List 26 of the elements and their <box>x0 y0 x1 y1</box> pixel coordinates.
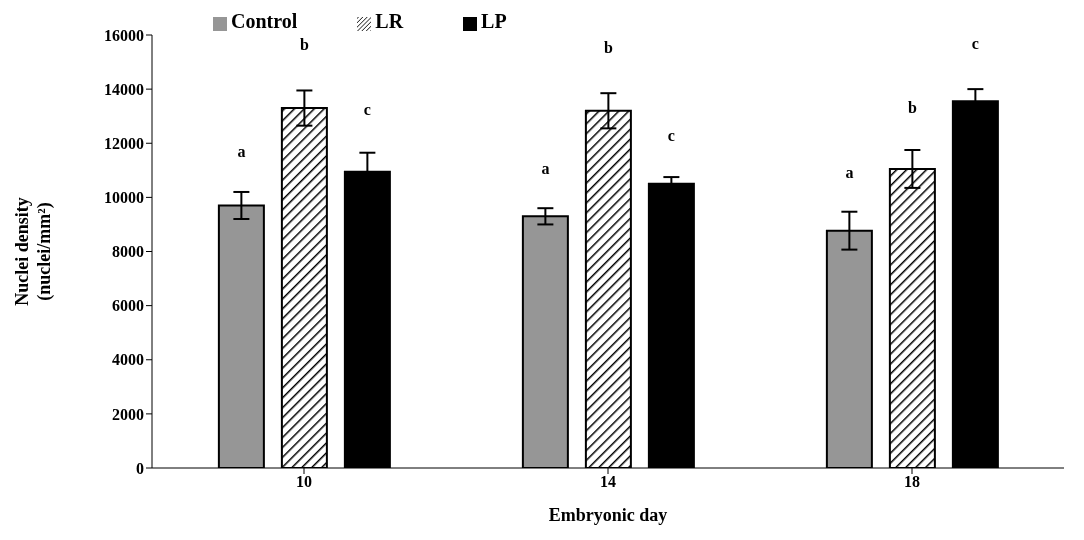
annotation: b <box>907 98 917 116</box>
annotation: b <box>603 38 613 56</box>
y-tick-label: 10000 <box>104 189 144 207</box>
x-tick-label: 14 <box>600 473 616 491</box>
x-tick-label: 18 <box>904 473 920 491</box>
y-tick-label: 12000 <box>104 134 144 152</box>
y-tick-label: 6000 <box>112 297 144 315</box>
y-tick-label: 0 <box>136 459 144 477</box>
y-tick-label: 4000 <box>112 351 144 369</box>
annotation: c <box>667 127 675 145</box>
y-tick-label: 8000 <box>112 243 144 261</box>
y-axis-title: Nuclei density (nuclei/mm²) <box>12 197 55 306</box>
annotation: a <box>237 142 246 160</box>
annotation: a <box>845 163 854 181</box>
annotation: b <box>299 35 309 53</box>
legend-label: Control <box>231 10 298 32</box>
x-tick-label: 10 <box>296 473 312 491</box>
legend-label: LR <box>375 10 404 32</box>
y-tick-label: 14000 <box>104 80 144 98</box>
annotation: a <box>541 159 550 177</box>
legend-label: LP <box>481 10 507 32</box>
annotation: c <box>971 34 979 52</box>
y-tick-label: 16000 <box>104 26 144 44</box>
x-axis-title: Embryonic day <box>548 505 668 525</box>
annotation: c <box>363 101 371 119</box>
y-tick-label: 2000 <box>112 405 144 423</box>
